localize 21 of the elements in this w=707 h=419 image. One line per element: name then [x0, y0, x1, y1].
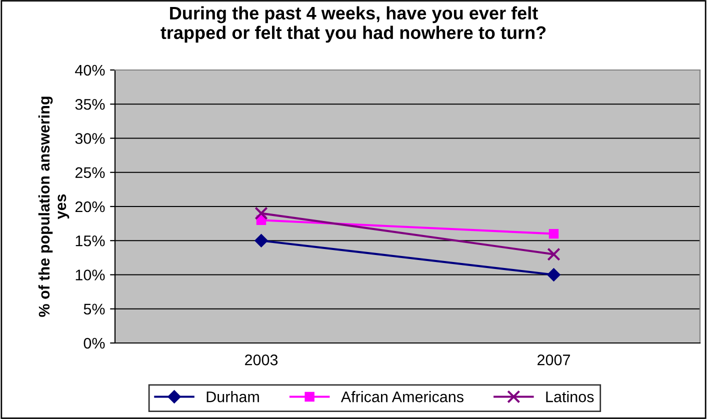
point — [548, 228, 559, 239]
y-tick-label: 0% — [84, 338, 105, 349]
legend-label: Durham — [206, 391, 259, 402]
y-tick-label: 5% — [84, 304, 105, 315]
x-tick-label: 2003 — [245, 354, 278, 366]
point — [547, 268, 560, 282]
y-axis-title: % of the population answering yes — [38, 96, 70, 317]
y-tick-label: 15% — [76, 236, 105, 246]
chart-title: During the past 4 weeks, have you ever felt trapped or felt that you had nowhere to turn? — [160, 6, 546, 43]
legend-label: African Americans — [340, 391, 464, 402]
y-tick-label: 10% — [76, 270, 105, 280]
y-tick-label: 40% — [75, 64, 105, 76]
x-tick-label: 2007 — [538, 354, 570, 366]
point — [254, 234, 268, 248]
y-tick-label: 30% — [75, 133, 105, 144]
point — [547, 248, 560, 261]
y-tick-label: 35% — [75, 98, 105, 110]
y-tick-label: 20% — [75, 201, 105, 212]
y-tick-label: 25% — [75, 167, 105, 178]
legend-label: Latinos — [546, 391, 594, 402]
point — [254, 206, 268, 220]
